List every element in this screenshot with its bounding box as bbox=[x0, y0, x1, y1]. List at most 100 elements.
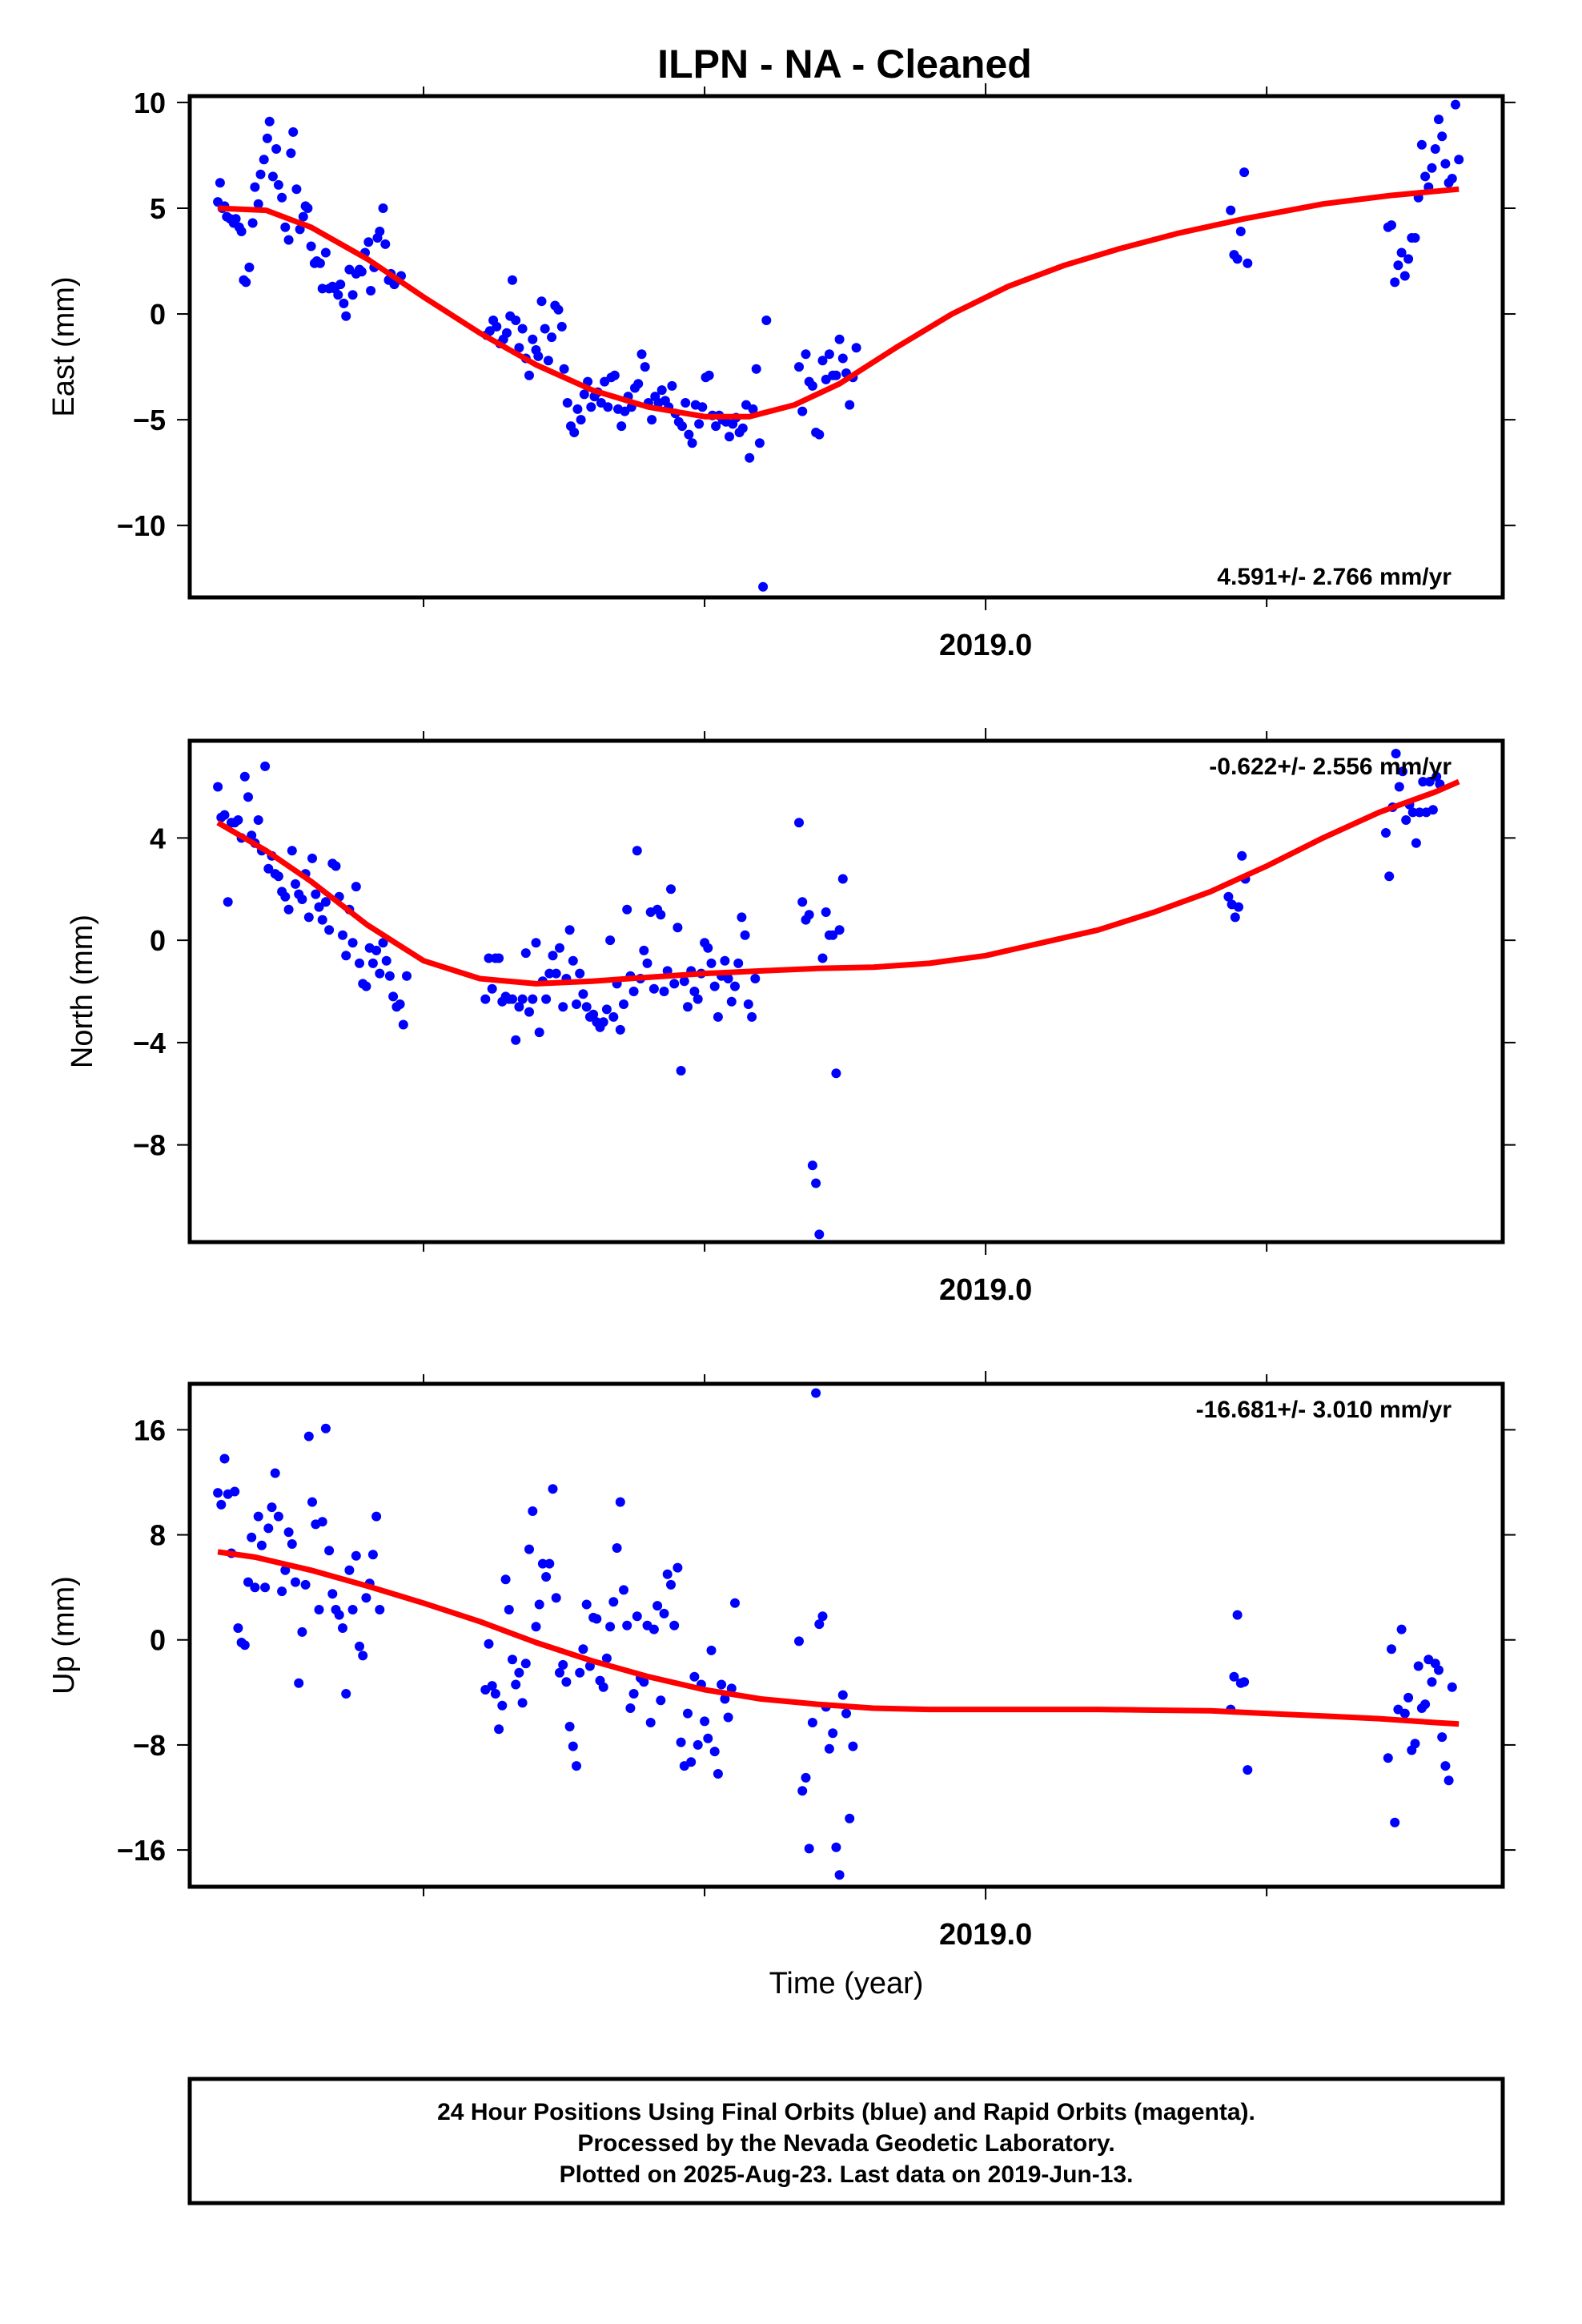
up-data-point bbox=[1440, 1761, 1451, 1771]
east-data-point bbox=[603, 402, 613, 412]
up-data-point bbox=[673, 1562, 683, 1573]
east-data-point bbox=[286, 148, 296, 159]
north-data-point bbox=[487, 983, 497, 994]
up-data-point bbox=[1403, 1692, 1414, 1703]
up-data-point bbox=[371, 1511, 382, 1522]
up-data-point bbox=[291, 1577, 300, 1587]
east-data-point bbox=[834, 334, 845, 344]
east-data-point bbox=[1393, 260, 1403, 271]
up-data-point bbox=[548, 1484, 558, 1494]
east-data-point bbox=[540, 324, 550, 334]
north-data-point bbox=[494, 953, 504, 963]
north-data-point bbox=[324, 925, 335, 935]
east-data-point bbox=[1454, 155, 1464, 165]
up-data-point bbox=[528, 1506, 538, 1516]
up-y-tick-label: −8 bbox=[133, 1729, 166, 1762]
north-data-point bbox=[1384, 871, 1395, 882]
east-data-point bbox=[579, 389, 589, 400]
east-y-tick-label: −5 bbox=[133, 404, 166, 436]
up-data-point bbox=[283, 1527, 294, 1538]
up-data-point bbox=[666, 1579, 676, 1590]
up-data-point bbox=[814, 1619, 825, 1630]
east-data-point bbox=[1451, 99, 1460, 110]
north-data-point bbox=[1398, 766, 1407, 777]
up-data-point bbox=[598, 1682, 608, 1692]
east-data-point bbox=[271, 144, 282, 154]
north-data-point bbox=[804, 910, 814, 920]
up-x-ticks: 2019.0 bbox=[423, 1371, 1268, 1952]
east-data-point bbox=[333, 290, 343, 300]
east-data-point bbox=[1420, 171, 1431, 182]
east-data-point bbox=[681, 398, 691, 408]
up-data-point bbox=[703, 1733, 713, 1743]
north-data-point bbox=[243, 792, 253, 802]
up-data-point bbox=[639, 1677, 649, 1687]
north-data-point bbox=[378, 938, 388, 948]
east-data-point bbox=[633, 379, 644, 389]
east-data-point bbox=[745, 452, 755, 463]
east-data-point bbox=[697, 402, 708, 412]
east-data-point bbox=[1226, 205, 1236, 215]
up-y-tick-label: 0 bbox=[150, 1624, 166, 1657]
up-data-point bbox=[355, 1641, 364, 1651]
up-data-point bbox=[848, 1741, 858, 1751]
east-data-point bbox=[837, 353, 848, 364]
north-data-point bbox=[239, 771, 250, 782]
north-data-point bbox=[384, 971, 395, 981]
up-data-point bbox=[490, 1689, 500, 1699]
up-data-point bbox=[1410, 1739, 1420, 1749]
north-data-point bbox=[817, 953, 828, 963]
north-y-tick-label: 4 bbox=[150, 822, 166, 854]
north-rate-label: -0.622+/- 2.556 mm/yr bbox=[1209, 754, 1452, 780]
up-data-point bbox=[361, 1593, 371, 1603]
up-data-point bbox=[811, 1388, 821, 1398]
up-data-point bbox=[537, 1558, 548, 1569]
east-data-point bbox=[280, 222, 291, 232]
up-data-point bbox=[652, 1601, 663, 1611]
up-data-point bbox=[622, 1620, 632, 1630]
east-x-ticks: 2019.0 bbox=[423, 83, 1268, 662]
east-data-points bbox=[213, 99, 1464, 592]
east-data-point bbox=[1232, 254, 1243, 264]
east-panel: 2019.0 10 5 0 −5 −10 East (mm) 4.591+/- 2.766 m… bbox=[47, 83, 1516, 662]
north-data-point bbox=[797, 897, 808, 907]
east-data-point bbox=[687, 438, 697, 448]
east-data-point bbox=[514, 343, 524, 353]
east-data-point bbox=[1387, 220, 1396, 231]
north-data-point bbox=[1411, 838, 1421, 848]
up-data-point bbox=[280, 1565, 291, 1575]
north-data-point bbox=[233, 815, 243, 825]
up-data-point bbox=[307, 1497, 317, 1507]
up-data-point bbox=[726, 1683, 737, 1694]
footer-frame bbox=[187, 2077, 1505, 2205]
north-data-point bbox=[814, 1229, 825, 1240]
east-data-point bbox=[562, 398, 572, 408]
north-data-point bbox=[338, 930, 347, 940]
east-data-point bbox=[1410, 233, 1420, 243]
north-data-point bbox=[659, 987, 669, 996]
north-data-point bbox=[578, 989, 588, 999]
up-data-point bbox=[541, 1572, 552, 1582]
up-data-point bbox=[1443, 1775, 1454, 1786]
up-data-point bbox=[324, 1546, 335, 1556]
up-data-point bbox=[841, 1708, 851, 1719]
north-data-point bbox=[622, 904, 632, 915]
east-data-point bbox=[711, 421, 721, 432]
east-data-point bbox=[824, 349, 834, 360]
up-data-point bbox=[828, 1728, 838, 1739]
up-data-point bbox=[807, 1718, 817, 1727]
up-data-point bbox=[555, 1667, 564, 1678]
east-data-point bbox=[267, 171, 278, 182]
east-data-point bbox=[247, 218, 258, 228]
east-data-point bbox=[291, 184, 302, 195]
east-data-point bbox=[667, 380, 677, 391]
east-data-point bbox=[492, 321, 502, 332]
east-data-point bbox=[341, 311, 351, 321]
east-data-point bbox=[677, 421, 687, 432]
up-data-point bbox=[706, 1645, 717, 1655]
east-data-point bbox=[259, 155, 269, 165]
east-data-point bbox=[572, 404, 583, 414]
east-data-point bbox=[317, 283, 327, 294]
north-data-point bbox=[291, 879, 300, 889]
north-data-point bbox=[314, 902, 324, 912]
